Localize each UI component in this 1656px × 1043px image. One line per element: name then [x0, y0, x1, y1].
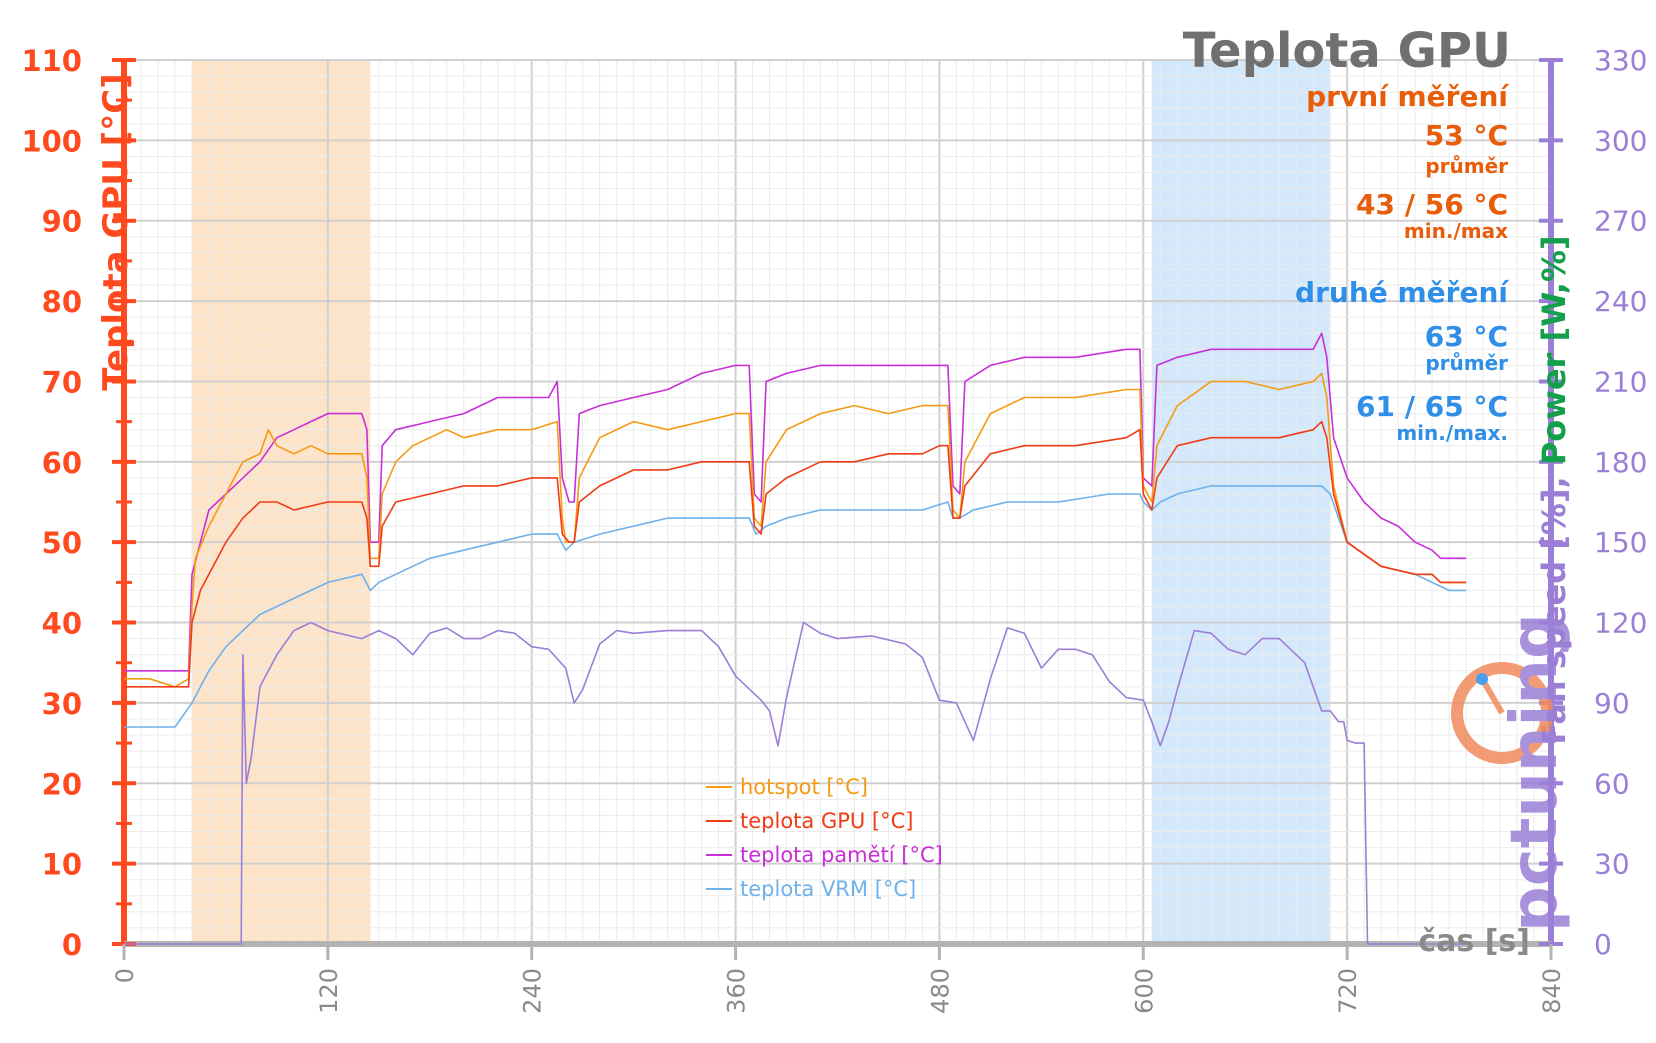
series-line-0 [124, 372, 1467, 688]
second-minmax-label: min./max. [1396, 421, 1508, 445]
x-tick-label: 840 [1538, 968, 1566, 1014]
right-tick-label: 90 [1594, 687, 1630, 720]
x-tick-label: 360 [723, 968, 751, 1014]
series-line-1 [124, 420, 1467, 688]
left-tick-label: 30 [42, 687, 82, 721]
right-tick-label: 150 [1594, 526, 1647, 559]
first-measurement-label: první měření [1306, 80, 1509, 113]
right-tick-label: 270 [1594, 205, 1647, 238]
left-tick-label: 20 [42, 767, 82, 801]
x-tick-label: 720 [1334, 968, 1362, 1014]
logo-gauge-icon [1451, 662, 1553, 764]
right-tick-label: 240 [1594, 285, 1647, 318]
legend-label-vrm: teplota VRM [°C] [740, 877, 916, 901]
right-tick-label: 30 [1594, 848, 1630, 881]
x-tick-label: 240 [519, 968, 547, 1014]
legend: hotspot [°C] teplota GPU [°C] teplota pa… [706, 775, 943, 901]
logo-needle-icon [1481, 680, 1505, 715]
logo-needle-dot-icon [1476, 673, 1488, 685]
x-tick-label: 0 [111, 968, 139, 983]
right-axis-title-power: Power [W,%] [1535, 235, 1573, 465]
legend-label-hotspot: hotspot [°C] [740, 775, 868, 799]
left-tick-label: 50 [42, 526, 82, 560]
second-avg-value: 63 °C [1425, 320, 1508, 353]
x-axis-title: čas [s] [1418, 924, 1530, 959]
right-axis-ticks: 0 30 60 90 120 150 180 210 240 270 300 330 [1539, 44, 1647, 961]
x-axis-ticks: 0 120 240 360 480 600 720 840 [111, 944, 1566, 1014]
second-avg-label: průměr [1425, 351, 1508, 375]
left-tick-label: 10 [42, 848, 82, 882]
left-tick-label: 90 [42, 205, 82, 239]
right-tick-label: 60 [1594, 767, 1630, 800]
right-tick-label: 300 [1594, 124, 1647, 157]
left-tick-label: 100 [21, 124, 82, 158]
grid [123, 59, 1552, 945]
left-tick-label: 70 [42, 365, 82, 399]
pctuning-logo: pctuning [1451, 613, 1572, 932]
legend-label-gpu: teplota GPU [°C] [740, 809, 913, 833]
first-minmax-value: 43 / 56 °C [1356, 188, 1508, 221]
right-tick-label: 330 [1594, 44, 1647, 77]
logo-text: pctuning [1498, 613, 1572, 932]
left-tick-label: 80 [42, 285, 82, 319]
right-tick-label: 120 [1594, 607, 1647, 640]
x-tick-label: 120 [315, 968, 343, 1014]
right-tick-label: 0 [1594, 928, 1612, 961]
right-axis-title-sep: , [1535, 465, 1573, 488]
series-line-3 [124, 485, 1467, 728]
series-line-2 [124, 332, 1467, 672]
left-axis-ticks: 0 10 20 30 40 50 60 70 80 90 100 110 [21, 44, 136, 962]
highlight-band-1 [1151, 60, 1331, 944]
right-tick-label: 180 [1594, 446, 1647, 479]
first-avg-label: průměr [1425, 154, 1508, 178]
legend-label-memory: teplota pamětí [°C] [740, 843, 943, 867]
second-minmax-value: 61 / 65 °C [1356, 390, 1508, 423]
first-avg-value: 53 °C [1425, 119, 1508, 152]
left-axis-title: Teplota GPU [°C] [96, 73, 136, 390]
chart-title: Teplota GPU [1183, 23, 1511, 79]
left-tick-label: 40 [42, 607, 82, 641]
second-measurement-label: druhé měření [1295, 276, 1509, 309]
series-line-4 [124, 621, 1467, 945]
x-tick-label: 480 [926, 968, 954, 1014]
left-tick-label: 0 [62, 928, 82, 962]
x-tick-label: 600 [1130, 968, 1158, 1014]
left-tick-label: 60 [42, 446, 82, 480]
first-minmax-label: min./max [1404, 219, 1508, 243]
series-lines [124, 332, 1467, 945]
left-tick-label: 110 [21, 44, 82, 78]
right-tick-label: 210 [1594, 365, 1647, 398]
